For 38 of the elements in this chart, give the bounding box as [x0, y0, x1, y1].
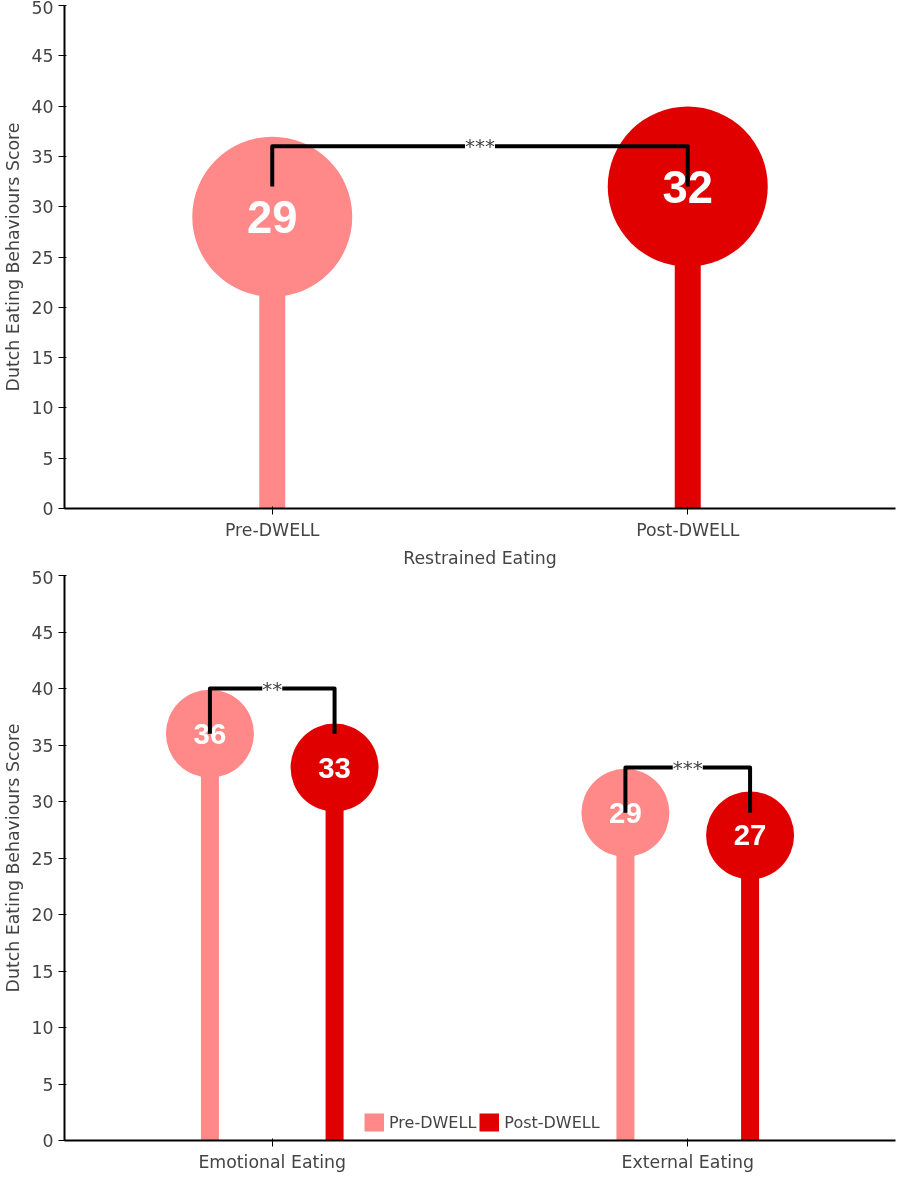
annotation: **	[262, 676, 283, 701]
annotation: ***	[465, 134, 495, 159]
y-tick-label: 5	[42, 1074, 54, 1095]
data-label: 29	[247, 191, 298, 243]
y-tick-label: 0	[42, 499, 54, 519]
x-axis-title: Restrained Eating	[403, 547, 557, 568]
y-tick-label: 35	[31, 146, 54, 167]
data-label: 27	[733, 818, 767, 852]
x-tick-label: External Eating	[621, 1151, 755, 1172]
x-tick-label: Emotional Eating	[198, 1151, 347, 1172]
data-label: 29	[609, 795, 642, 829]
y-tick-label: 50	[31, 0, 54, 18]
y-tick-label: 0	[42, 1131, 54, 1151]
y-tick-label: 10	[31, 398, 54, 419]
y-tick-label: 30	[31, 197, 54, 218]
y-tick-label: 40	[31, 96, 54, 117]
y-tick-label: 45	[31, 622, 54, 643]
y-tick-label: 45	[31, 46, 54, 67]
y-axis-title: Dutch Eating Behaviours Score	[3, 723, 24, 993]
y-tick-label: 40	[31, 679, 54, 699]
y-tick-label: 25	[31, 247, 54, 268]
y-tick-label: 35	[31, 735, 54, 756]
y-tick-label: 10	[31, 1018, 54, 1038]
data-label: 32	[662, 161, 713, 213]
y-tick-label: 20	[31, 905, 54, 925]
y-tick-label: 15	[31, 348, 54, 369]
y-tick-label: 30	[31, 792, 54, 812]
data-label: 33	[318, 750, 351, 784]
legend-label: Post-DWELL	[504, 1112, 600, 1132]
annotation: ***	[672, 755, 703, 780]
y-tick-label: 20	[31, 297, 54, 318]
data-label: 36	[193, 716, 227, 750]
y-tick-label: 50	[31, 567, 54, 588]
legend-label: Pre-DWELL	[389, 1112, 477, 1132]
y-tick-label: 25	[31, 848, 54, 869]
y-tick-label: 5	[42, 448, 54, 469]
y-axis-title: Dutch Eating Behaviours Score	[3, 122, 24, 392]
y-tick-label: 15	[31, 961, 54, 982]
